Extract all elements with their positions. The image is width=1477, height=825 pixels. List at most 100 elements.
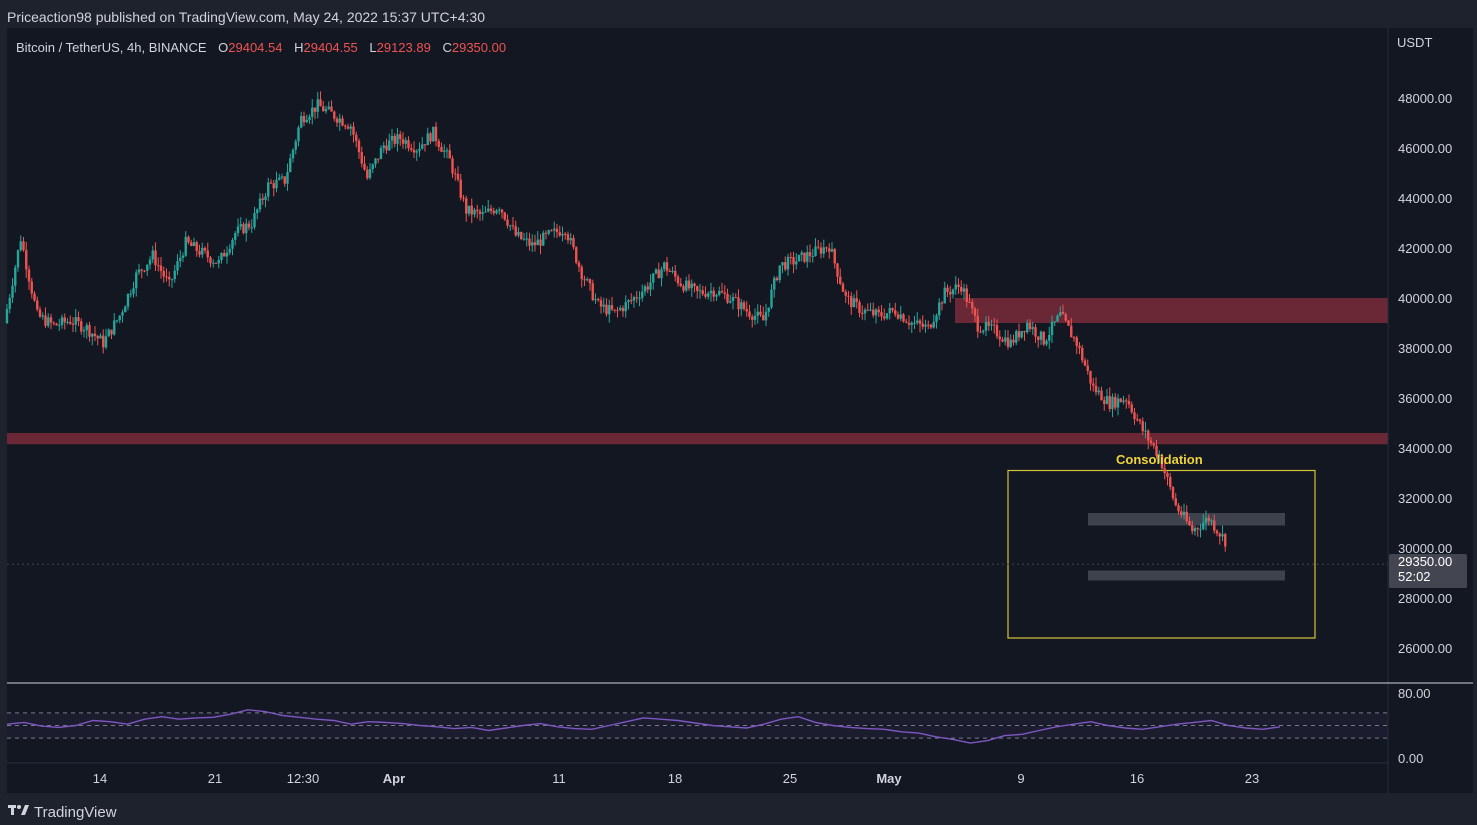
candle-body: [1086, 365, 1089, 371]
ohlc-legend: Bitcoin / TetherUS, 4h, BINANCE O29404.5…: [16, 40, 506, 55]
candle-body: [250, 227, 253, 229]
candle-body: [16, 250, 20, 268]
rsi-line: [6, 709, 1281, 744]
candle-body: [671, 270, 674, 272]
candle-body: [151, 250, 154, 260]
open-label: O: [218, 40, 229, 55]
candle-body: [1023, 331, 1026, 333]
candle-body: [470, 205, 473, 215]
tradingview-brand[interactable]: TradingView: [8, 803, 117, 821]
low-value: 29123.89: [376, 40, 431, 55]
candle-body: [170, 279, 174, 281]
candle-body: [1059, 312, 1062, 316]
candle-body: [192, 242, 196, 246]
candle-body: [569, 237, 572, 241]
candle-body: [58, 324, 61, 326]
candle-body: [179, 257, 182, 262]
candle-body: [338, 118, 341, 123]
candle-body: [1001, 339, 1004, 342]
support-zone: [7, 433, 1388, 445]
price-tick-label: 34000.00: [1398, 441, 1452, 456]
candle-body: [203, 247, 207, 251]
candle-body: [1163, 468, 1166, 474]
candle-body: [19, 241, 22, 251]
last-price-value: 29350.00: [1398, 554, 1453, 569]
candle-body: [608, 305, 611, 315]
candle-body: [371, 164, 374, 170]
brand-name: TradingView: [34, 803, 117, 821]
candle-body: [910, 322, 913, 325]
candle-body: [396, 134, 399, 144]
candle-body: [137, 269, 141, 273]
candle-body: [280, 176, 284, 178]
candle-body: [1012, 339, 1015, 343]
candle-body: [440, 146, 443, 152]
candle-body: [377, 158, 380, 160]
time-tick-label: 12:30: [287, 771, 320, 786]
candle-body: [1136, 419, 1139, 421]
candle-body: [786, 257, 790, 270]
candle-body: [825, 247, 828, 249]
candle-body: [907, 322, 911, 325]
candle-body: [47, 317, 50, 326]
candle-body: [531, 242, 534, 246]
candle-body: [176, 261, 179, 271]
candle-body: [1050, 321, 1054, 335]
candle-body: [476, 209, 479, 212]
candle-body: [924, 324, 927, 327]
candle-body: [201, 247, 204, 255]
candle-body: [1045, 340, 1048, 345]
candle-body: [594, 299, 597, 301]
candle-body: [866, 309, 869, 311]
candle-body: [844, 291, 847, 296]
chart-area[interactable]: [7, 28, 1473, 793]
candle-body: [214, 262, 218, 264]
price-tick-label: 30000.00: [1398, 541, 1452, 556]
candle-body: [597, 299, 600, 301]
candle-body: [297, 127, 300, 142]
candle-body: [690, 283, 693, 289]
candle-body: [696, 286, 699, 291]
candle-body: [1188, 521, 1191, 526]
candle-body: [1026, 322, 1029, 333]
candle-body: [718, 291, 721, 295]
candle-body: [393, 135, 396, 144]
candle-body: [657, 269, 660, 279]
candle-body: [1094, 385, 1098, 393]
footer-bar: [0, 795, 1477, 825]
candle-body: [1119, 398, 1122, 403]
candle-body: [522, 238, 526, 240]
candle-body: [973, 308, 977, 316]
candle-body: [1180, 511, 1183, 516]
candle-body: [1083, 360, 1087, 366]
candle-body: [1182, 511, 1186, 516]
candle-body: [454, 173, 457, 175]
candle-body: [751, 316, 754, 320]
candle-body: [668, 271, 671, 273]
candle-body: [811, 255, 814, 257]
candle-body: [272, 183, 275, 189]
candle-body: [1037, 336, 1040, 340]
candle-body: [49, 317, 53, 323]
candle-body: [984, 321, 988, 331]
candle-body: [976, 315, 979, 332]
candle-body: [1155, 445, 1158, 456]
candle-body: [1103, 400, 1106, 404]
candle-body: [1204, 517, 1208, 523]
candle-body: [918, 320, 922, 324]
candle-body: [341, 118, 344, 126]
candle-body: [663, 262, 666, 270]
currency-label[interactable]: USDT: [1397, 35, 1433, 50]
candle-body: [1177, 505, 1180, 512]
candle-body: [1039, 331, 1043, 340]
time-tick-label: 25: [783, 771, 797, 786]
candle-body: [841, 283, 845, 292]
symbol-label[interactable]: Bitcoin / TetherUS, 4h, BINANCE: [16, 40, 207, 55]
candle-body: [745, 308, 748, 312]
open-value: 29404.54: [228, 40, 283, 55]
candle-body: [960, 287, 963, 292]
candle-body: [36, 300, 39, 310]
candle-body: [206, 250, 209, 258]
candle-body: [1122, 400, 1125, 403]
candle-body: [437, 140, 440, 147]
